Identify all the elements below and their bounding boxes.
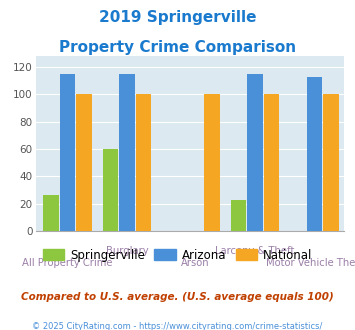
Text: Property Crime Comparison: Property Crime Comparison bbox=[59, 40, 296, 54]
Text: Burglary: Burglary bbox=[106, 246, 148, 256]
Bar bbox=[307, 77, 322, 231]
Bar bbox=[136, 94, 151, 231]
Bar bbox=[247, 74, 263, 231]
Bar bbox=[204, 94, 220, 231]
Bar bbox=[119, 74, 135, 231]
Text: 2019 Springerville: 2019 Springerville bbox=[99, 10, 256, 25]
Bar bbox=[323, 94, 339, 231]
Text: Motor Vehicle Theft: Motor Vehicle Theft bbox=[266, 258, 355, 268]
Text: © 2025 CityRating.com - https://www.cityrating.com/crime-statistics/: © 2025 CityRating.com - https://www.city… bbox=[32, 322, 323, 330]
Text: Compared to U.S. average. (U.S. average equals 100): Compared to U.S. average. (U.S. average … bbox=[21, 292, 334, 302]
Bar bbox=[76, 94, 92, 231]
Text: All Property Crime: All Property Crime bbox=[22, 258, 113, 268]
Text: Larceny & Theft: Larceny & Theft bbox=[215, 246, 295, 256]
Text: Arson: Arson bbox=[181, 258, 210, 268]
Bar bbox=[60, 74, 75, 231]
Legend: Springerville, Arizona, National: Springerville, Arizona, National bbox=[38, 244, 317, 266]
Bar bbox=[231, 200, 246, 231]
Bar bbox=[43, 195, 59, 231]
Bar bbox=[264, 94, 279, 231]
Bar bbox=[103, 149, 119, 231]
